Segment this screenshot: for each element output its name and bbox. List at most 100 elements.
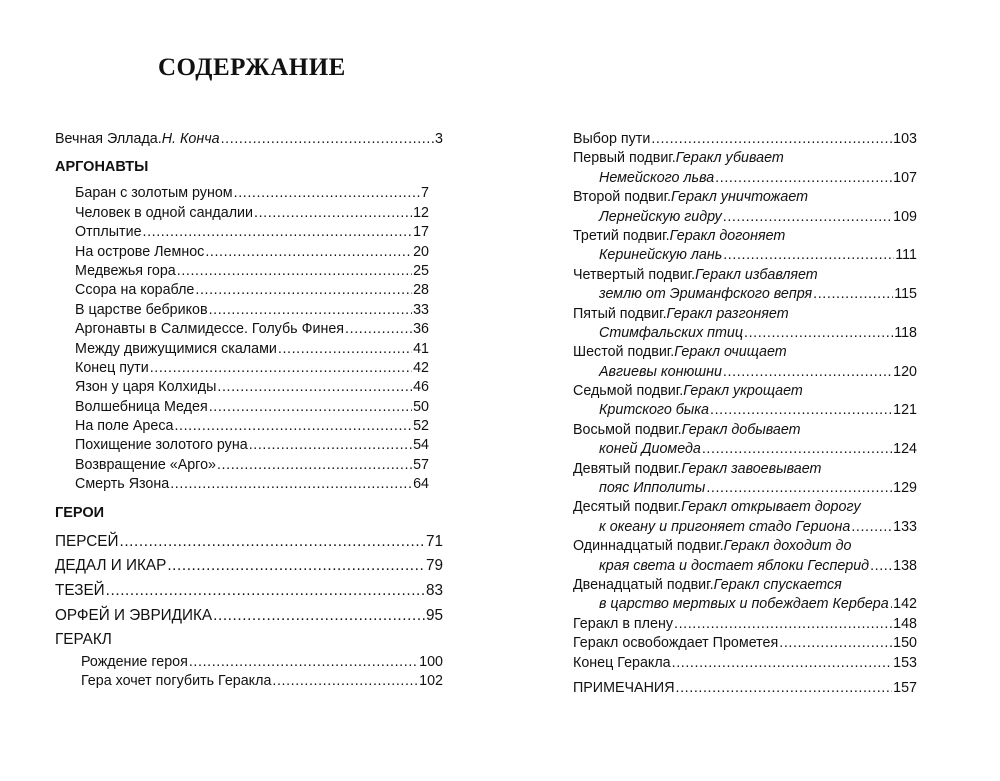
toc-entry[interactable]: края света и достает яблоки Гесперид 138: [573, 557, 917, 576]
toc-entry[interactable]: ТЕЗЕЙ 83: [55, 579, 443, 604]
entry-title-italic: Геракл уничтожает: [671, 189, 809, 206]
toc-entry[interactable]: Авгиевы конюшни 120: [573, 363, 917, 382]
toc-entry[interactable]: ДЕДАЛ И ИКАР 79: [55, 554, 443, 579]
dot-leader: [723, 208, 892, 227]
toc-entry[interactable]: Керинейскую лань 111: [573, 246, 917, 265]
toc-entry[interactable]: Медвежья гора 25: [55, 262, 443, 281]
toc-entry[interactable]: Вечная Эллада. Н. Конча 3: [55, 130, 443, 149]
page-number: 102: [419, 673, 443, 690]
toc-entry[interactable]: Конец пути 42: [55, 359, 443, 378]
entry-title-italic: Геракл очищает: [674, 344, 787, 361]
entry-title: В царстве бебриков: [75, 301, 208, 318]
spacer: [55, 149, 443, 157]
toc-entry[interactable]: Шестой подвиг. Геракл очищает: [573, 343, 917, 362]
toc-entry[interactable]: Седьмой подвиг. Геракл укрощает: [573, 382, 917, 401]
page-number: 54: [413, 437, 429, 454]
entry-title: Первый подвиг.: [573, 150, 676, 167]
entry-title: Ссора на корабле: [75, 282, 195, 299]
entry-title: Восьмой подвиг.: [573, 421, 682, 438]
toc-entry[interactable]: Ссора на корабле 28: [55, 281, 443, 300]
page-number: 42: [413, 359, 429, 376]
toc-entry[interactable]: Между движущимися скалами 41: [55, 340, 443, 359]
dot-leader: [167, 554, 425, 579]
toc-entry[interactable]: Похищение золотого руна 54: [55, 436, 443, 455]
page-number: 46: [413, 379, 429, 396]
entry-title-italic: Геракл открывает дорогу: [681, 499, 861, 516]
page-number: 129: [893, 480, 917, 497]
toc-entry[interactable]: Человек в одной сандалии 12: [55, 204, 443, 223]
toc-entry[interactable]: Возвращение «Арго» 57: [55, 456, 443, 475]
toc-entry[interactable]: Отплытие 17: [55, 223, 443, 242]
toc-entry[interactable]: Геракл освобождает Прометея 150: [573, 634, 917, 653]
toc-entry[interactable]: Выбор пути 103: [573, 130, 917, 149]
dot-leader: [217, 378, 412, 397]
page-number: 118: [894, 324, 917, 341]
dot-leader: [779, 634, 892, 653]
dot-leader: [209, 301, 413, 320]
toc-entry[interactable]: Баран с золотым руном 7: [55, 184, 443, 203]
spacer: [55, 495, 443, 503]
entry-title-italic: в царство мертвых и побеждает Кербера: [599, 596, 889, 613]
toc-entry[interactable]: Восьмой подвиг. Геракл добывает: [573, 421, 917, 440]
toc-entry[interactable]: Язон у царя Колхиды 46: [55, 378, 443, 397]
dot-leader: [744, 324, 893, 343]
page-number: 36: [413, 321, 429, 338]
page-number: 150: [893, 635, 917, 652]
toc-entry[interactable]: Четвертый подвиг. Геракл избавляет: [573, 266, 917, 285]
page-number: 138: [893, 557, 917, 574]
toc-entry[interactable]: ОРФЕЙ И ЭВРИДИКА 95: [55, 604, 443, 629]
page-number: 57: [413, 456, 429, 473]
toc-entry[interactable]: Пятый подвиг. Геракл разгоняет: [573, 305, 917, 324]
toc-entry[interactable]: Лернейскую гидру 109: [573, 208, 917, 227]
toc-entry[interactable]: Немейского льва 107: [573, 169, 917, 188]
toc-entry[interactable]: ГЕРАКЛ: [55, 628, 443, 653]
entry-title-italic: к океану и пригоняет стадо Гериона: [599, 518, 851, 535]
toc-entry[interactable]: В царстве бебриков 33: [55, 301, 443, 320]
toc-entry[interactable]: ПРИМЕЧАНИЯ 157: [573, 679, 917, 698]
toc-entry[interactable]: На острове Лемнос 20: [55, 243, 443, 262]
dot-leader: [249, 436, 412, 455]
toc-entry[interactable]: Третий подвиг. Геракл догоняет: [573, 227, 917, 246]
entry-title: Аргонавты в Салмидессе. Голубь Финея: [75, 321, 345, 338]
toc-entry[interactable]: Рождение героя 100: [55, 653, 443, 672]
entry-title: Волшебница Медея: [75, 398, 208, 415]
dot-leader: [119, 530, 425, 555]
entry-title-italic: Н. Конча: [161, 131, 220, 147]
toc-entry[interactable]: Стимфальских птиц 118: [573, 324, 917, 343]
toc-entry[interactable]: Смерть Язона 64: [55, 475, 443, 494]
entry-title: Седьмой подвиг.: [573, 383, 684, 400]
toc-entry[interactable]: в царство мертвых и побеждает Кербера142: [573, 595, 917, 614]
toc-entry[interactable]: Одиннадцатый подвиг. Геракл доходит до: [573, 537, 917, 556]
dot-leader: [723, 246, 894, 265]
page-number: 28: [413, 282, 429, 299]
toc-entry[interactable]: землю от Эриманфского вепря 115: [573, 285, 917, 304]
toc-entry[interactable]: Критского быка 121: [573, 401, 917, 420]
entry-title: ДЕДАЛ И ИКАР: [55, 557, 167, 575]
toc-entry[interactable]: Двенадцатый подвиг. Геракл спускается: [573, 576, 917, 595]
dot-leader: [674, 615, 892, 634]
toc-entry[interactable]: к океану и пригоняет стадо Гериона 133: [573, 518, 917, 537]
entry-title: Между движущимися скалами: [75, 340, 277, 357]
toc-entry[interactable]: Волшебница Медея 50: [55, 398, 443, 417]
toc-entry[interactable]: пояс Ипполиты 129: [573, 479, 917, 498]
page-number: 124: [893, 441, 917, 458]
toc-entry[interactable]: Конец Геракла 153: [573, 654, 917, 673]
toc-entry[interactable]: ПЕРСЕЙ 71: [55, 530, 443, 555]
entry-title: Шестой подвиг.: [573, 344, 675, 361]
toc-entry[interactable]: Гера хочет погубить Геракла 102: [55, 672, 443, 691]
entry-title: Девятый подвиг.: [573, 460, 682, 477]
toc-entry[interactable]: Девятый подвиг. Геракл завоевывает: [573, 460, 917, 479]
toc-entry[interactable]: Аргонавты в Салмидессе. Голубь Финея 36: [55, 320, 443, 339]
dot-leader: [272, 672, 418, 691]
toc-entry[interactable]: коней Диомеда 124: [573, 440, 917, 459]
dot-leader: [672, 654, 893, 673]
toc-entry[interactable]: Первый подвиг. Геракл убивает: [573, 149, 917, 168]
toc-entry[interactable]: Второй подвиг. Геракл уничтожает: [573, 188, 917, 207]
page-number: 107: [893, 169, 917, 186]
entry-title: Конец пути: [75, 359, 149, 376]
dot-leader: [278, 340, 412, 359]
toc-entry[interactable]: Десятый подвиг. Геракл открывает дорогу: [573, 498, 917, 517]
toc-entry[interactable]: На поле Ареса 52: [55, 417, 443, 436]
toc-entry[interactable]: Геракл в плену 148: [573, 615, 917, 634]
